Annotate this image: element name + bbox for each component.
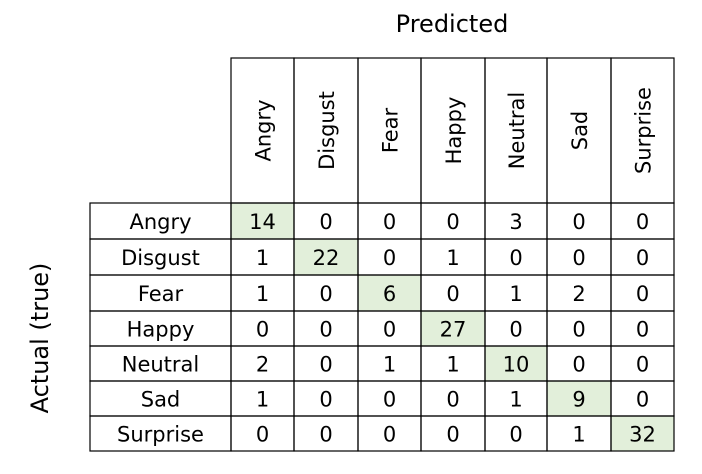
cell-value: 0 xyxy=(446,388,459,412)
cell-value: 0 xyxy=(256,423,269,447)
cell-value: 1 xyxy=(256,246,269,270)
diagonal-cell-3 xyxy=(358,275,421,311)
cell-value: 0 xyxy=(446,210,459,234)
column-label: Neutral xyxy=(505,92,529,170)
cell-value: 0 xyxy=(446,423,459,447)
matrix-cell xyxy=(610,415,675,452)
cell-value: 3 xyxy=(509,210,522,234)
cell-value: 0 xyxy=(636,353,649,377)
cell-value: 1 xyxy=(509,282,522,306)
cell-value: 2 xyxy=(572,282,585,306)
row-label: Surprise xyxy=(117,423,204,447)
cell-value: 1 xyxy=(256,282,269,306)
cell-value: 0 xyxy=(509,423,522,447)
cell-value: 9 xyxy=(572,388,585,412)
cell-value: 0 xyxy=(509,318,522,342)
cell-value: 0 xyxy=(636,282,649,306)
column-label: Surprise xyxy=(632,87,656,174)
cell-value: 0 xyxy=(383,210,396,234)
cell-value: 0 xyxy=(572,353,585,377)
cell-value: 0 xyxy=(572,210,585,234)
cell-value: 0 xyxy=(572,318,585,342)
cell-value: 0 xyxy=(319,318,332,342)
column-label: Disgust xyxy=(315,91,339,170)
cell-value: 0 xyxy=(636,210,649,234)
cell-value: 1 xyxy=(446,246,459,270)
cell-value: 0 xyxy=(319,282,332,306)
matrix-grid: Angry Disgust Fear Happy Neutral Sad Surprise A… xyxy=(89,57,675,452)
diagonal-cell-7 xyxy=(611,416,674,451)
column-label: Fear xyxy=(379,107,403,153)
cell-value: 0 xyxy=(319,388,332,412)
column-label: Sad xyxy=(568,111,592,151)
row-label: Angry xyxy=(129,210,191,234)
cell-value: 32 xyxy=(629,423,656,447)
cell-value: 27 xyxy=(440,318,467,342)
cell-value: 0 xyxy=(636,318,649,342)
cell-value: 0 xyxy=(446,282,459,306)
column-label: Happy xyxy=(442,97,466,165)
x-axis-label: Predicted xyxy=(396,10,509,38)
cell-value: 0 xyxy=(319,423,332,447)
cell-value: 0 xyxy=(383,388,396,412)
cell-value: 22 xyxy=(313,246,340,270)
cell-value: 1 xyxy=(383,353,396,377)
cell-value: 2 xyxy=(256,353,269,377)
diagonal-cell-6 xyxy=(547,381,611,416)
cell-value: 0 xyxy=(636,246,649,270)
cell-value: 1 xyxy=(572,423,585,447)
cell-value: 0 xyxy=(383,246,396,270)
cell-value: 0 xyxy=(256,318,269,342)
row-label: Fear xyxy=(138,282,184,306)
cell-value: 0 xyxy=(319,353,332,377)
diagonal-cell-2 xyxy=(294,239,358,275)
y-axis-label: Actual (true) xyxy=(26,263,54,414)
row-label: Disgust xyxy=(121,246,200,270)
cell-value: 1 xyxy=(446,353,459,377)
cell-value: 1 xyxy=(256,388,269,412)
diagonal-cell-1 xyxy=(231,203,294,239)
cell-value: 0 xyxy=(383,318,396,342)
row-label: Happy xyxy=(127,318,195,342)
cell-value: 0 xyxy=(509,246,522,270)
cell-value: 1 xyxy=(509,388,522,412)
cell-value: 0 xyxy=(636,388,649,412)
diagonal-cell-4 xyxy=(421,311,485,346)
row-label: Sad xyxy=(141,388,181,412)
cell-value: 6 xyxy=(383,282,396,306)
cell-value: 10 xyxy=(503,353,530,377)
cell-value: 14 xyxy=(249,210,276,234)
row-label: Neutral xyxy=(122,353,200,377)
cell-value: 0 xyxy=(572,246,585,270)
cell-value: 0 xyxy=(319,210,332,234)
cell-value: 0 xyxy=(383,423,396,447)
column-label: Angry xyxy=(252,99,276,161)
diagonal-cell-5 xyxy=(485,346,547,381)
